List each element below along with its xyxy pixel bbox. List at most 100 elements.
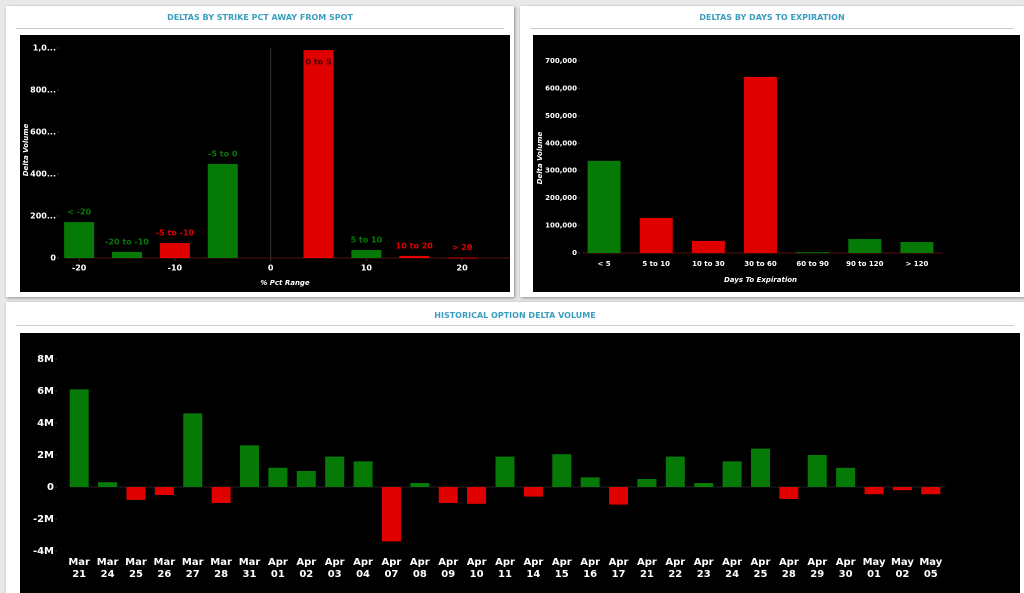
y-tick-label: 6M xyxy=(37,386,54,397)
y-tick-label: 8M xyxy=(37,354,54,365)
x-tick-label: -10 xyxy=(168,264,183,273)
bar xyxy=(665,456,685,487)
bar xyxy=(296,471,316,487)
y-tick-label: 400... xyxy=(30,170,56,179)
bar xyxy=(207,163,238,258)
bar xyxy=(112,251,143,258)
x-tick-label: Apr 23 xyxy=(693,557,714,580)
y-tick-label: 400,000 xyxy=(545,139,577,147)
y-tick-label: 600... xyxy=(30,128,56,137)
bar xyxy=(694,483,714,487)
bar xyxy=(639,217,673,253)
x-tick-label: Apr 08 xyxy=(409,557,430,580)
bar xyxy=(779,487,799,499)
bar-label: -5 to -10 xyxy=(156,229,195,238)
plot-area xyxy=(20,35,510,292)
y-tick-label: 500,000 xyxy=(545,112,577,120)
x-tick-label: 30 to 60 xyxy=(744,260,777,268)
x-tick-label: May 02 xyxy=(890,557,914,580)
bar xyxy=(69,389,89,487)
bar-label: 0 to 5 xyxy=(305,58,331,67)
bar xyxy=(609,487,629,505)
y-tick-label: 100,000 xyxy=(545,222,577,230)
x-tick-label: Mar 25 xyxy=(125,557,147,580)
x-tick-label: Apr 17 xyxy=(608,557,629,580)
x-tick-label: Apr 14 xyxy=(523,557,544,580)
x-tick-label: May 01 xyxy=(862,557,886,580)
bar xyxy=(921,487,941,495)
bar xyxy=(523,487,543,497)
y-tick-label: 0 xyxy=(50,254,56,263)
bar xyxy=(892,487,912,491)
x-tick-label: Mar 24 xyxy=(96,557,119,580)
y-tick-label: 0 xyxy=(572,249,577,257)
bar xyxy=(303,50,334,258)
bar-label: < -20 xyxy=(67,208,91,217)
bar xyxy=(183,413,203,487)
y-tick-label: 300,000 xyxy=(545,167,577,175)
bar xyxy=(64,222,95,258)
bar xyxy=(864,487,884,495)
y-axis-label: Delta Volume xyxy=(22,123,30,176)
y-axis-label: Delta Volume xyxy=(536,131,544,184)
x-tick-label: 0 xyxy=(268,264,274,273)
bar xyxy=(447,257,478,259)
y-tick-label: 800... xyxy=(30,86,56,95)
rule xyxy=(16,28,504,29)
x-tick-label: 5 to 10 xyxy=(642,260,670,268)
x-tick-label: Apr 16 xyxy=(580,557,601,580)
bar xyxy=(796,252,830,254)
x-tick-label: 10 to 30 xyxy=(692,260,725,268)
y-tick-label: 2M xyxy=(37,450,54,461)
bar xyxy=(268,467,288,487)
x-tick-label: -20 xyxy=(72,264,87,273)
bar xyxy=(900,242,934,253)
x-tick-label: May 05 xyxy=(919,557,943,580)
bar xyxy=(154,487,174,495)
x-tick-label: 20 xyxy=(457,264,469,273)
x-tick-label: 90 to 120 xyxy=(846,260,884,268)
x-tick-label: Mar 27 xyxy=(181,557,204,580)
bar-label: > 20 xyxy=(452,243,473,252)
chart-title: DELTAS BY DAYS TO EXPIRATION xyxy=(699,13,845,22)
bar xyxy=(126,487,146,500)
x-tick-label: Apr 29 xyxy=(807,557,828,580)
bar xyxy=(410,483,430,487)
bar-label: 5 to 10 xyxy=(351,236,383,245)
x-tick-label: Apr 25 xyxy=(750,557,771,580)
x-tick-label: Apr 15 xyxy=(551,557,572,580)
x-tick-label: Apr 11 xyxy=(495,557,515,580)
x-tick-label: Apr 01 xyxy=(267,557,288,580)
bar-label: -5 to 0 xyxy=(208,149,238,158)
x-tick-label: Apr 24 xyxy=(722,557,743,580)
bar xyxy=(744,76,777,253)
bar xyxy=(467,487,487,504)
chart-title: HISTORICAL OPTION DELTA VOLUME xyxy=(434,311,596,320)
x-tick-label: 10 xyxy=(361,264,373,273)
bar xyxy=(240,445,260,487)
bar xyxy=(637,479,657,487)
x-tick-label: Apr 04 xyxy=(353,557,373,580)
bar xyxy=(580,477,600,487)
bar xyxy=(98,482,118,487)
y-tick-label: -4M xyxy=(33,546,54,557)
bar xyxy=(691,240,725,253)
rule xyxy=(16,325,1014,326)
x-tick-label: Apr 10 xyxy=(466,557,487,580)
x-tick-label: Mar 21 xyxy=(68,557,90,580)
x-tick-label: Apr 21 xyxy=(637,557,657,580)
x-tick-label: Apr 30 xyxy=(835,557,856,580)
bar xyxy=(722,461,742,487)
bar xyxy=(381,487,401,542)
x-tick-label: 60 to 90 xyxy=(796,260,829,268)
x-tick-label: Apr 22 xyxy=(665,557,686,580)
y-tick-label: 1,0... xyxy=(33,44,56,53)
bar xyxy=(495,456,515,487)
x-tick-label: Apr 02 xyxy=(296,557,317,580)
bar-label: 10 to 20 xyxy=(396,241,434,250)
bar xyxy=(552,454,572,487)
bar xyxy=(438,487,458,503)
bar xyxy=(211,487,231,503)
y-tick-label: 0 xyxy=(47,482,54,493)
